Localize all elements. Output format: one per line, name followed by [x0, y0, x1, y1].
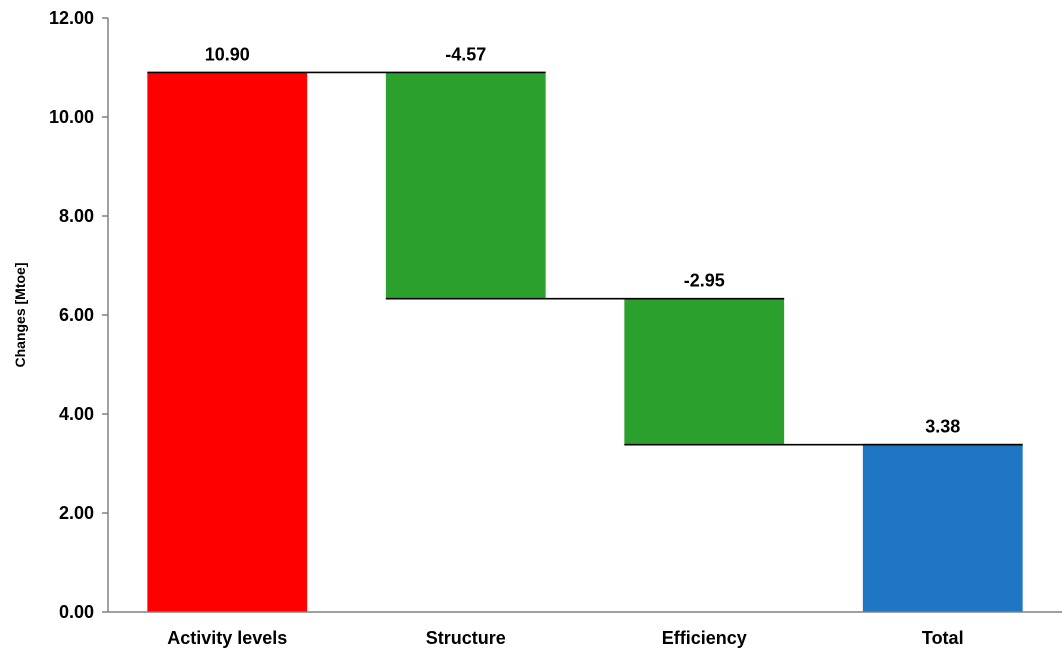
- data-label: 10.90: [205, 44, 250, 64]
- data-labels: 10.90 -4.57 -2.95 3.38: [205, 44, 961, 436]
- bars: [147, 72, 1023, 612]
- y-tick-label: 4.00: [59, 404, 94, 424]
- x-tick-label: Activity levels: [167, 628, 287, 648]
- x-tick-label: Total: [922, 628, 964, 648]
- x-axis: Activity levels Structure Efficiency Total: [108, 611, 1062, 648]
- x-tick-label: Efficiency: [662, 628, 747, 648]
- x-tick-label: Structure: [426, 628, 506, 648]
- bar: [624, 298, 785, 445]
- y-axis: 0.00 2.00 4.00 6.00 8.00 10.00 12.00: [49, 8, 109, 622]
- bar: [147, 72, 308, 612]
- y-tick-label: 8.00: [59, 206, 94, 226]
- data-label: -4.57: [445, 44, 486, 64]
- y-tick-label: 6.00: [59, 305, 94, 325]
- y-axis-title: Changes [Mtoe]: [12, 263, 28, 368]
- data-label: 3.38: [925, 417, 960, 437]
- data-label: -2.95: [684, 271, 725, 291]
- y-tick-label: 2.00: [59, 503, 94, 523]
- y-tick-label: 10.00: [49, 107, 94, 127]
- bar: [862, 444, 1023, 612]
- y-tick-label: 12.00: [49, 8, 94, 28]
- bar: [385, 72, 546, 299]
- connector-lines: [147, 71, 1023, 446]
- y-tick-label: 0.00: [59, 602, 94, 622]
